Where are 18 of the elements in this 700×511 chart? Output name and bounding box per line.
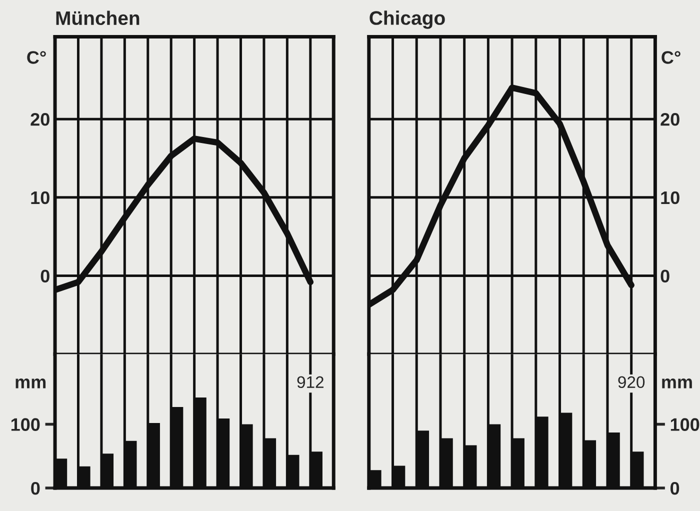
chart-title: Chicago (370, 10, 445, 29)
y-tick-label: 0 (670, 482, 680, 495)
y-tick-label: 20 (30, 112, 50, 126)
y-tick-label: 0 (40, 270, 50, 282)
y-axis-title: C° (27, 51, 46, 64)
y-axis-title: C° (662, 51, 680, 64)
y-tick-label: 0 (31, 482, 40, 495)
y-tick-label: 0 (660, 270, 670, 282)
y-tick-label: 10 (661, 191, 680, 204)
y-axis-title: mm (16, 378, 46, 388)
y-tick-label: 100 (670, 418, 700, 431)
annotation: 920 (618, 376, 645, 388)
y-tick-label: 20 (660, 112, 680, 126)
y-axis-title: mm (662, 378, 692, 388)
y-tick-label: 10 (31, 191, 50, 204)
annotation: 912 (297, 376, 324, 388)
chart-title: München (56, 10, 140, 26)
y-tick-label: 100 (11, 418, 40, 431)
